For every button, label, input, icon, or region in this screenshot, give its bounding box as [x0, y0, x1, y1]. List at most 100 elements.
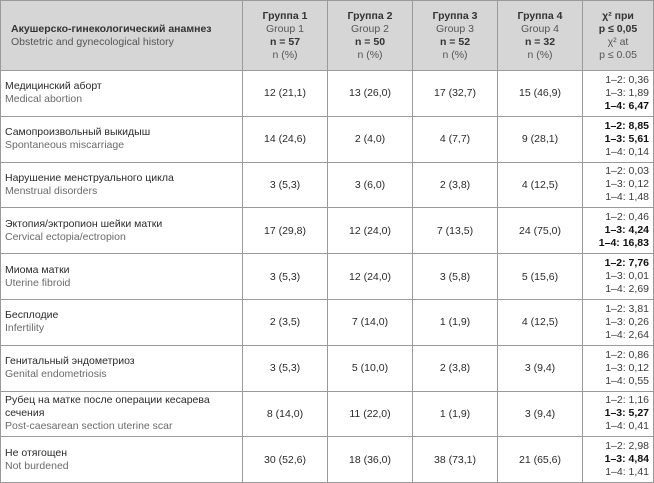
chi-line-2: p ≤ 0,05 — [598, 22, 638, 35]
chi-square-cell: 1–2: 1,16 1–3: 5,27 1–4: 0,41 — [582, 390, 654, 438]
group-1-value: 8 (14,0) — [242, 390, 328, 438]
group-3-value: 1 (1,9) — [412, 390, 498, 438]
group-1-value: 3 (5,3) — [242, 253, 328, 300]
row-label: Эктопия/эктропион шейки матки Cervical ec… — [0, 207, 243, 255]
table-row: Генитальный эндометриоз Genital endometri… — [0, 344, 654, 392]
row-label-ru: Рубец на матке после операции кесарева с… — [5, 394, 210, 420]
chi-square-value: 1–3: 1,89 — [605, 86, 649, 99]
group-1-ru: Группа 1 — [262, 9, 308, 22]
group-3-value: 7 (13,5) — [412, 207, 498, 255]
group-3-value: 17 (32,7) — [412, 70, 498, 117]
group-4-value: 15 (46,9) — [497, 70, 583, 117]
table-row: Миома матки Uterine fibroid 3 (5,3) 12 (24,… — [0, 253, 654, 300]
row-label-en: Not burdened — [5, 459, 69, 472]
group-4-value: 3 (9,4) — [497, 390, 583, 438]
group-1-n: n = 57 — [269, 35, 301, 48]
group-2-pct: n (%) — [357, 48, 383, 61]
table-row: Эктопия/эктропион шейки матки Cervical ec… — [0, 207, 654, 255]
group-4-ru: Группа 4 — [517, 9, 563, 22]
group-2-value: 12 (24,0) — [327, 207, 413, 255]
chi-square-value: 1–3: 4,24 — [604, 224, 649, 237]
group-2-en: Group 2 — [351, 22, 389, 35]
group-3-value: 2 (3,8) — [412, 161, 498, 209]
chi-square-value: 1–3: 0,26 — [605, 315, 649, 328]
row-label-en: Post-caesarean section uterine scar — [5, 420, 173, 433]
row-label: Самопроизвольный выкидыш Spontaneous misc… — [0, 115, 243, 163]
chi-square-value: 1–3: 4,84 — [604, 453, 649, 466]
chi-square-value: 1–2: 3,81 — [605, 302, 649, 315]
group-3-pct: n (%) — [442, 48, 468, 61]
chi-square-value: 1–4: 0,14 — [605, 145, 649, 158]
group-4-value: 21 (65,6) — [497, 436, 583, 483]
chi-square-value: 1–3: 0,12 — [605, 178, 649, 191]
table-row: Самопроизвольный выкидыш Spontaneous misc… — [0, 115, 654, 163]
table-row: Медицинский аборт Medical abortion 12 (21,… — [0, 70, 654, 117]
group-4-value: 24 (75,0) — [497, 207, 583, 255]
chi-square-cell: 1–2: 2,98 1–3: 4,84 1–4: 1,41 — [582, 436, 654, 483]
group-3-n: n = 52 — [439, 35, 471, 48]
chi-square-value: 1–2: 0,03 — [605, 165, 649, 178]
group-4-value: 5 (15,6) — [497, 253, 583, 300]
group-2-value: 13 (26,0) — [327, 70, 413, 117]
chi-line-1: χ² при — [602, 9, 634, 22]
group-4-en: Group 4 — [521, 22, 559, 35]
row-label-en: Cervical ectopia/ectropion — [5, 230, 126, 243]
chi-line-3: χ² at — [607, 35, 629, 48]
row-label-en: Genital endometriosis — [5, 368, 107, 381]
group-4-value: 3 (9,4) — [497, 344, 583, 392]
row-label: Нарушение менструального цикла Menstrual … — [0, 161, 243, 209]
group-2-value: 7 (14,0) — [327, 298, 413, 346]
header-group-3: Группа 3 Group 3 n = 52 n (%) — [412, 0, 498, 71]
group-1-value: 3 (5,3) — [242, 161, 328, 209]
group-1-value: 2 (3,5) — [242, 298, 328, 346]
header-chi-square: χ² при p ≤ 0,05 χ² at p ≤ 0.05 — [582, 0, 654, 71]
chi-line-4: p ≤ 0.05 — [599, 48, 637, 61]
chi-square-value: 1–4: 2,64 — [605, 328, 649, 341]
group-3-value: 38 (73,1) — [412, 436, 498, 483]
row-label-en: Infertility — [5, 322, 45, 335]
group-1-en: Group 1 — [266, 22, 304, 35]
group-2-ru: Группа 2 — [347, 9, 393, 22]
header-history-en: Obstetric and gynecological history — [11, 35, 174, 48]
chi-square-cell: 1–2: 0,03 1–3: 0,12 1–4: 1,48 — [582, 161, 654, 209]
group-2-n: n = 50 — [354, 35, 386, 48]
group-1-value: 14 (24,6) — [242, 115, 328, 163]
row-label-ru: Нарушение менструального цикла — [5, 171, 174, 184]
row-label-en: Uterine fibroid — [5, 276, 71, 289]
group-4-value: 9 (28,1) — [497, 115, 583, 163]
row-label: Миома матки Uterine fibroid — [0, 253, 243, 300]
chi-square-value: 1–3: 0,12 — [605, 361, 649, 374]
row-label: Медицинский аборт Medical abortion — [0, 70, 243, 117]
chi-square-value: 1–2: 8,85 — [604, 119, 649, 132]
group-4-value: 4 (12,5) — [497, 298, 583, 346]
row-label: Бесплодие Infertility — [0, 298, 243, 346]
group-2-value: 18 (36,0) — [327, 436, 413, 483]
table-row: Рубец на матке после операции кесарева с… — [0, 390, 654, 438]
header-history: Акушерско-гинекологический анамнез Obste… — [0, 0, 243, 71]
row-label-ru: Генитальный эндометриоз — [5, 355, 135, 368]
row-label: Не отягощен Not burdened — [0, 436, 243, 483]
chi-square-value: 1–3: 5,27 — [604, 407, 649, 420]
chi-square-value: 1–4: 6,47 — [604, 99, 649, 112]
row-label-ru: Эктопия/эктропион шейки матки — [5, 217, 163, 230]
chi-square-value: 1–2: 0,86 — [605, 348, 649, 361]
group-1-value: 17 (29,8) — [242, 207, 328, 255]
group-1-value: 12 (21,1) — [242, 70, 328, 117]
group-3-value: 4 (7,7) — [412, 115, 498, 163]
chi-square-value: 1–2: 0,46 — [605, 211, 649, 224]
row-label-ru: Медицинский аборт — [5, 80, 102, 93]
group-4-pct: n (%) — [527, 48, 553, 61]
chi-square-cell: 1–2: 0,46 1–3: 4,24 1–4: 16,83 — [582, 207, 654, 255]
row-label-ru: Бесплодие — [5, 309, 59, 322]
group-4-value: 4 (12,5) — [497, 161, 583, 209]
chi-square-value: 1–4: 16,83 — [598, 237, 649, 250]
chi-square-value: 1–2: 1,16 — [605, 394, 649, 407]
row-label-ru: Не отягощен — [5, 446, 68, 459]
table-row: Не отягощен Not burdened 30 (52,6) 18 (36,0… — [0, 436, 654, 483]
header-group-4: Группа 4 Group 4 n = 32 n (%) — [497, 0, 583, 71]
chi-square-value: 1–2: 0,36 — [605, 73, 649, 86]
header-row: Акушерско-гинекологический анамнез Obste… — [0, 0, 654, 71]
chi-square-value: 1–3: 0,01 — [605, 270, 649, 283]
group-1-value: 30 (52,6) — [242, 436, 328, 483]
